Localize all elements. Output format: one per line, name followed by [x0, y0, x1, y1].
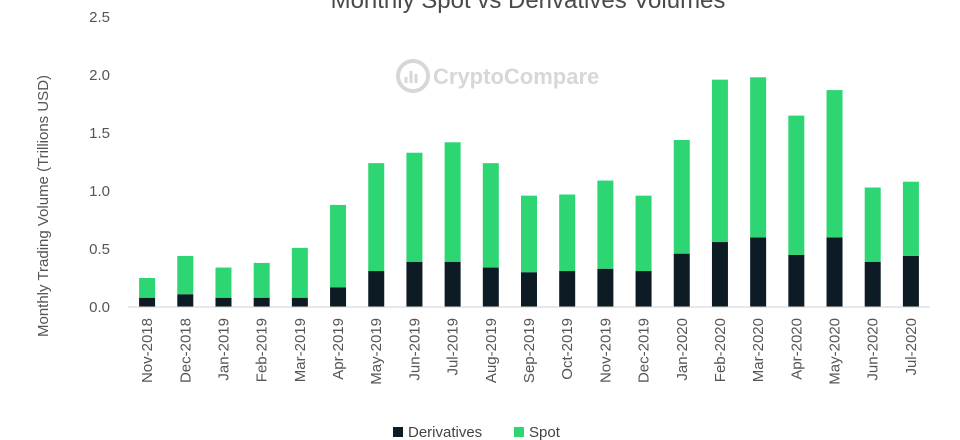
x-tick-label-feb-2019: Feb-2019	[254, 318, 271, 382]
y-axis: 0.0 0.5 1.0 1.5 2.0 2.5	[89, 9, 110, 316]
y-tick-label-3: 1.5	[89, 125, 110, 142]
bar-derivatives-nov-2019	[597, 268, 614, 307]
x-tick-label-nov-2019: Nov-2019	[597, 318, 614, 383]
bar-derivatives-may-2020	[826, 237, 843, 307]
bar-series-group	[139, 77, 919, 307]
x-tick-label-dec-2019: Dec-2019	[636, 318, 653, 383]
bar-derivatives-jul-2019	[444, 261, 461, 307]
bar-derivatives-jul-2020	[902, 255, 919, 307]
bar-spot-feb-2019	[253, 262, 270, 298]
bar-derivatives-jun-2020	[864, 261, 881, 307]
bar-spot-feb-2020	[711, 79, 728, 243]
bar-spot-nov-2018	[139, 278, 156, 298]
bar-derivatives-mar-2020	[750, 237, 767, 307]
bar-spot-dec-2018	[177, 255, 194, 295]
bar-spot-oct-2019	[559, 194, 576, 272]
y-axis-label: Monthly Trading Volume (Trillions USD)	[35, 75, 52, 337]
x-tick-label-nov-2018: Nov-2018	[139, 318, 156, 383]
bar-derivatives-jan-2020	[673, 253, 690, 307]
bar-spot-apr-2020	[788, 115, 805, 255]
y-tick-label-5: 2.5	[89, 9, 110, 26]
bar-derivatives-nov-2018	[139, 297, 156, 307]
bar-spot-mar-2019	[291, 247, 308, 298]
x-tick-label-apr-2019: Apr-2019	[330, 318, 347, 380]
bar-derivatives-sep-2019	[521, 272, 537, 307]
watermark-logo-icon	[396, 59, 430, 93]
bar-spot-jan-2019	[215, 267, 232, 298]
bar-derivatives-dec-2019	[635, 271, 652, 307]
bar-derivatives-may-2019	[368, 271, 385, 307]
x-tick-label-may-2019: May-2019	[368, 318, 385, 385]
watermark-logo: CryptoCompare	[396, 59, 599, 93]
x-tick-label-may-2020: May-2020	[827, 318, 844, 385]
x-tick-label-mar-2019: Mar-2019	[292, 318, 309, 382]
legend: Derivatives Spot	[393, 424, 561, 440]
x-tick-label-apr-2020: Apr-2020	[788, 318, 805, 380]
x-tick-label-feb-2020: Feb-2020	[712, 318, 729, 382]
y-tick-label-2: 1.0	[89, 183, 110, 200]
bar-derivatives-jan-2019	[215, 297, 232, 307]
watermark-text: CryptoCompare	[433, 64, 599, 89]
bar-spot-jul-2020	[902, 181, 919, 256]
bar-spot-may-2020	[826, 90, 843, 238]
bar-derivatives-feb-2020	[711, 242, 728, 307]
bar-spot-jun-2020	[864, 187, 881, 262]
bar-spot-aug-2019	[482, 163, 499, 268]
bar-derivatives-oct-2019	[559, 271, 576, 307]
bar-derivatives-feb-2019	[253, 297, 270, 307]
x-tick-label-jul-2019: Jul-2019	[445, 318, 462, 376]
bar-spot-apr-2019	[330, 204, 347, 288]
x-tick-label-oct-2019: Oct-2019	[559, 318, 576, 380]
bar-derivatives-apr-2020	[788, 254, 805, 307]
x-tick-label-jun-2019: Jun-2019	[406, 318, 423, 381]
bar-derivatives-mar-2019	[291, 297, 308, 307]
x-tick-label-jun-2020: Jun-2020	[865, 318, 882, 381]
x-tick-label-jul-2020: Jul-2020	[903, 318, 920, 376]
bar-spot-nov-2019	[597, 180, 614, 269]
bar-spot-may-2019	[368, 163, 385, 272]
y-tick-label-0: 0.0	[89, 299, 110, 316]
bar-derivatives-dec-2018	[177, 294, 194, 307]
bar-derivatives-apr-2019	[330, 287, 347, 307]
bar-spot-sep-2019	[521, 195, 537, 273]
x-axis: Nov-2018 Dec-2018 Jan-2019 Feb-2019 Mar-2019…	[139, 318, 920, 385]
bar-derivatives-jun-2019	[406, 261, 423, 307]
x-tick-label-jan-2019: Jan-2019	[215, 318, 232, 381]
x-tick-label-mar-2020: Mar-2020	[750, 318, 767, 382]
chart-title: Monthly Spot vs Derivatives Volumes	[331, 0, 726, 14]
bar-spot-dec-2019	[635, 195, 652, 272]
legend-label-derivatives: Derivatives	[408, 424, 482, 440]
bar-spot-jun-2019	[406, 152, 423, 262]
legend-swatch-spot	[514, 427, 524, 437]
bar-spot-mar-2020	[750, 77, 767, 238]
bar-derivatives-aug-2019	[482, 267, 499, 307]
legend-label-spot: Spot	[529, 424, 561, 440]
bar-spot-jul-2019	[444, 142, 461, 262]
y-tick-label-1: 0.5	[89, 241, 110, 258]
bar-spot-jan-2020	[673, 139, 690, 254]
y-tick-label-4: 2.0	[89, 67, 110, 84]
x-tick-label-dec-2018: Dec-2018	[177, 318, 194, 383]
x-tick-label-aug-2019: Aug-2019	[483, 318, 500, 383]
legend-swatch-derivatives	[393, 427, 403, 437]
x-tick-label-sep-2019: Sep-2019	[521, 318, 538, 383]
x-tick-label-jan-2020: Jan-2020	[674, 318, 691, 381]
watermark-logo-bars-icon	[404, 71, 418, 83]
